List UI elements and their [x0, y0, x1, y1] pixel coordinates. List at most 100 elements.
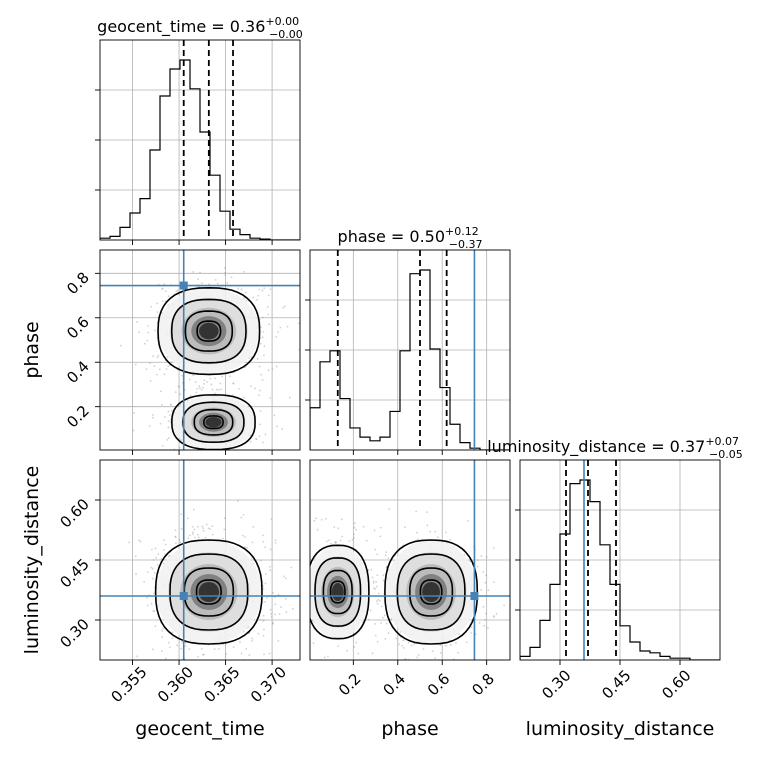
sample-point: [164, 543, 167, 546]
sample-point: [274, 613, 276, 616]
sample-point: [264, 433, 267, 436]
sample-point: [268, 323, 270, 326]
sample-point: [189, 394, 192, 397]
sample-point: [265, 573, 267, 575]
sample-point: [197, 525, 199, 528]
sample-point: [422, 648, 425, 650]
sample-point: [449, 644, 452, 646]
sample-point: [362, 525, 365, 528]
sample-point: [197, 533, 199, 536]
sample-point: [177, 289, 179, 292]
contour-0-3: [195, 579, 222, 605]
sample-point: [376, 574, 379, 577]
panel-frame-1-0: [99, 249, 301, 451]
sample-point: [258, 435, 261, 438]
sample-point: [367, 618, 370, 621]
sample-point: [255, 298, 258, 301]
sample-point: [143, 580, 146, 583]
sample-point: [259, 410, 262, 412]
sample-point: [382, 579, 385, 582]
sample-point: [351, 538, 354, 541]
sample-point: [467, 520, 470, 522]
sample-point: [203, 379, 206, 382]
sample-point: [174, 536, 177, 538]
sample-point: [151, 648, 154, 651]
sample-point: [268, 652, 271, 655]
sample-point: [214, 377, 217, 380]
sample-point: [239, 641, 241, 643]
sample-point: [245, 647, 248, 650]
sample-point: [262, 619, 265, 622]
sample-point: [160, 558, 163, 560]
sample-point: [264, 582, 267, 585]
sample-point: [210, 383, 213, 386]
sample-point: [176, 644, 179, 647]
panel-2d-phase-luminosity_distance: [310, 508, 506, 660]
sample-point: [208, 283, 210, 286]
panel-2d-geocent_time-luminosity_distance: [128, 500, 294, 660]
sample-point: [249, 440, 252, 443]
sample-point: [374, 622, 377, 625]
sample-point: [242, 396, 245, 399]
sample-point: [196, 387, 199, 390]
histogram-geocent_time: [100, 59, 300, 240]
sample-point: [483, 618, 486, 621]
sample-point: [434, 657, 437, 660]
sample-point: [280, 606, 283, 609]
sample-point: [387, 632, 390, 635]
sample-point: [261, 379, 264, 382]
sample-point: [380, 622, 383, 624]
sample-point: [211, 533, 214, 536]
sample-point: [257, 394, 260, 397]
sample-point: [493, 616, 495, 619]
sample-point: [282, 306, 285, 309]
sample-point: [232, 382, 235, 385]
sample-point: [261, 289, 264, 292]
sample-point: [340, 518, 343, 521]
sample-point: [213, 648, 216, 651]
sample-point: [263, 653, 265, 656]
sample-point: [213, 392, 216, 395]
sample-point: [152, 416, 154, 419]
sample-point: [483, 624, 486, 627]
sample-point: [279, 326, 282, 329]
sample-point: [410, 644, 413, 647]
sample-point: [495, 613, 498, 615]
sample-point: [431, 650, 434, 653]
sample-point: [162, 549, 165, 551]
sample-point: [157, 354, 160, 357]
sample-point: [426, 524, 429, 527]
sample-point: [398, 643, 401, 646]
truth-marker-geocent_time-phase: [179, 281, 188, 290]
sample-point: [134, 363, 137, 366]
sample-point: [180, 528, 183, 530]
sample-point: [177, 385, 180, 388]
sample-point: [192, 533, 194, 536]
sample-point: [161, 636, 163, 639]
sample-point: [492, 547, 495, 549]
sample-point: [402, 639, 405, 642]
sample-point: [189, 534, 191, 537]
sample-point: [152, 355, 155, 358]
sample-point: [169, 403, 172, 406]
sample-point: [320, 518, 323, 521]
sample-point: [193, 536, 196, 539]
sample-point: [255, 438, 258, 440]
sample-point: [152, 610, 155, 613]
sample-point: [192, 531, 194, 534]
sample-point: [133, 412, 136, 414]
sample-point: [154, 625, 157, 628]
sample-point: [135, 573, 137, 576]
sample-point: [222, 537, 224, 540]
sample-point: [261, 336, 264, 339]
sample-point: [153, 329, 156, 332]
sample-point: [258, 288, 261, 291]
sample-point: [469, 560, 472, 563]
sample-point: [339, 539, 342, 542]
sample-point: [158, 368, 161, 371]
sample-point: [160, 390, 162, 393]
sample-point: [286, 325, 289, 328]
contour-0-1: [396, 553, 466, 631]
